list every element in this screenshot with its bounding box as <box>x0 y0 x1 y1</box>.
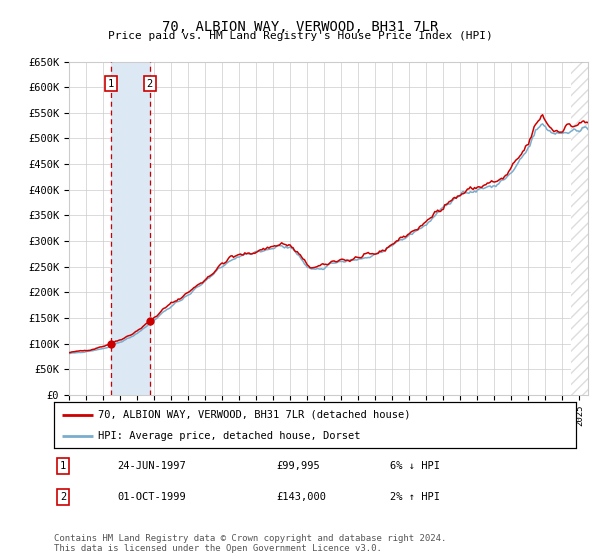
Text: 70, ALBION WAY, VERWOOD, BH31 7LR: 70, ALBION WAY, VERWOOD, BH31 7LR <box>162 20 438 34</box>
Text: 2: 2 <box>147 78 153 88</box>
Text: 1: 1 <box>60 461 66 471</box>
Text: 2: 2 <box>60 492 66 502</box>
Text: 2% ↑ HPI: 2% ↑ HPI <box>390 492 440 502</box>
Text: 24-JUN-1997: 24-JUN-1997 <box>117 461 186 471</box>
Text: 70, ALBION WAY, VERWOOD, BH31 7LR (detached house): 70, ALBION WAY, VERWOOD, BH31 7LR (detac… <box>98 410 411 420</box>
Bar <box>111 62 150 395</box>
Text: £143,000: £143,000 <box>276 492 326 502</box>
Bar <box>571 62 588 395</box>
Text: £99,995: £99,995 <box>276 461 320 471</box>
Text: HPI: Average price, detached house, Dorset: HPI: Average price, detached house, Dors… <box>98 431 361 441</box>
Text: Contains HM Land Registry data © Crown copyright and database right 2024.
This d: Contains HM Land Registry data © Crown c… <box>54 534 446 553</box>
Text: 01-OCT-1999: 01-OCT-1999 <box>117 492 186 502</box>
Bar <box>571 62 588 395</box>
Text: 6% ↓ HPI: 6% ↓ HPI <box>390 461 440 471</box>
Text: 1: 1 <box>108 78 115 88</box>
Text: Price paid vs. HM Land Registry's House Price Index (HPI): Price paid vs. HM Land Registry's House … <box>107 31 493 41</box>
